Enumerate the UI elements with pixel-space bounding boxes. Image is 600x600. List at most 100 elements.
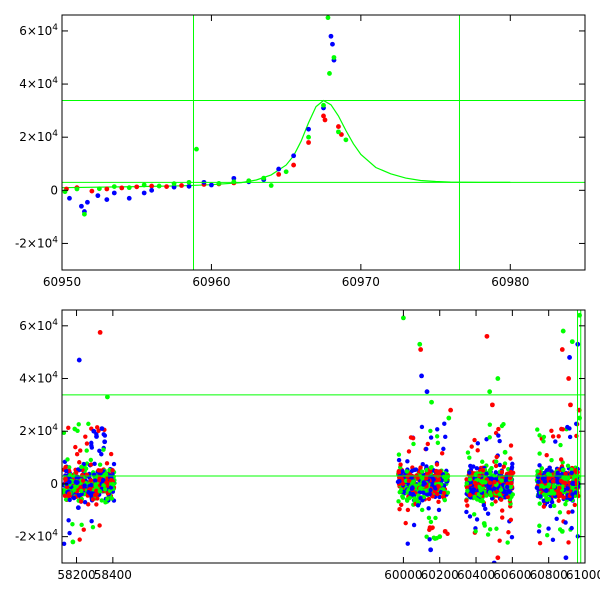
y-tick-label: 2×104	[19, 423, 58, 438]
data-point	[411, 441, 416, 447]
data-point	[420, 461, 425, 467]
data-point	[70, 539, 76, 545]
data-point	[431, 535, 437, 540]
data-point	[231, 175, 237, 181]
data-point	[74, 186, 80, 192]
data-point	[102, 487, 108, 492]
data-point	[325, 15, 331, 21]
data-point	[65, 457, 70, 462]
data-point	[497, 462, 502, 468]
data-point	[405, 541, 410, 546]
data-point	[103, 500, 108, 505]
data-point	[496, 433, 501, 438]
data-point	[82, 499, 88, 505]
data-point	[496, 426, 501, 432]
data-point	[77, 460, 82, 465]
data-point	[534, 485, 540, 491]
data-point	[396, 457, 402, 463]
data-point	[559, 528, 565, 534]
y-tick-label: -2×104	[15, 529, 58, 544]
data-point	[413, 483, 418, 488]
data-point	[560, 328, 566, 334]
data-point	[470, 487, 475, 493]
data-point	[474, 517, 480, 522]
data-point	[66, 491, 72, 496]
data-point	[558, 457, 564, 462]
data-point	[498, 487, 504, 492]
data-point	[327, 71, 332, 76]
data-point	[424, 464, 429, 469]
x-tick-label: 60800	[530, 568, 568, 582]
data-point	[343, 137, 349, 143]
data-point	[566, 510, 571, 515]
data-point	[549, 457, 554, 463]
data-point	[568, 402, 573, 408]
data-point	[441, 446, 446, 452]
data-point	[489, 402, 495, 408]
data-point	[108, 451, 114, 457]
data-point	[473, 480, 478, 486]
data-point	[216, 181, 222, 186]
data-point	[557, 510, 563, 515]
data-point	[336, 124, 341, 129]
data-point	[501, 422, 506, 427]
data-point	[101, 477, 106, 483]
data-point	[558, 442, 563, 448]
data-point	[572, 502, 577, 508]
data-point	[501, 464, 506, 469]
data-point	[436, 484, 441, 489]
data-point	[426, 515, 432, 521]
data-point	[464, 477, 469, 482]
data-point	[306, 134, 311, 140]
data-point	[83, 466, 89, 471]
data-point	[491, 560, 497, 563]
data-point	[406, 478, 412, 484]
data-point	[417, 486, 423, 491]
data-point	[441, 474, 447, 480]
data-point	[88, 478, 94, 483]
data-point	[565, 424, 570, 430]
data-point	[86, 421, 91, 427]
data-point	[471, 464, 476, 469]
data-point	[560, 427, 566, 432]
data-point	[276, 171, 282, 177]
data-point	[493, 463, 499, 469]
data-point	[419, 424, 425, 430]
data-point	[321, 113, 326, 119]
data-point	[424, 446, 429, 452]
data-point	[111, 184, 117, 189]
data-point	[494, 454, 499, 460]
data-point	[111, 461, 117, 467]
data-point	[499, 508, 505, 513]
data-point	[81, 527, 86, 532]
data-point	[570, 509, 575, 514]
data-point	[67, 465, 72, 470]
data-point	[406, 487, 411, 493]
data-point	[418, 496, 423, 501]
data-point	[417, 341, 423, 347]
data-point	[480, 459, 485, 464]
data-point	[537, 523, 542, 528]
data-point	[473, 529, 478, 534]
data-point	[474, 466, 480, 471]
data-point	[88, 462, 94, 467]
data-point	[495, 376, 501, 381]
data-point	[399, 475, 404, 480]
data-point	[505, 494, 511, 500]
data-point	[67, 497, 72, 503]
data-point	[99, 498, 104, 503]
data-point	[209, 182, 214, 188]
data-point	[429, 399, 434, 405]
x-tick-label: 60400	[457, 568, 495, 582]
data-point	[434, 462, 440, 467]
data-point	[86, 502, 91, 507]
data-point	[110, 468, 115, 473]
data-point	[321, 102, 326, 108]
data-point	[141, 190, 147, 196]
data-point	[442, 497, 447, 503]
data-point	[500, 515, 505, 520]
data-point	[550, 537, 556, 543]
data-point	[433, 515, 438, 521]
data-point	[404, 469, 410, 474]
